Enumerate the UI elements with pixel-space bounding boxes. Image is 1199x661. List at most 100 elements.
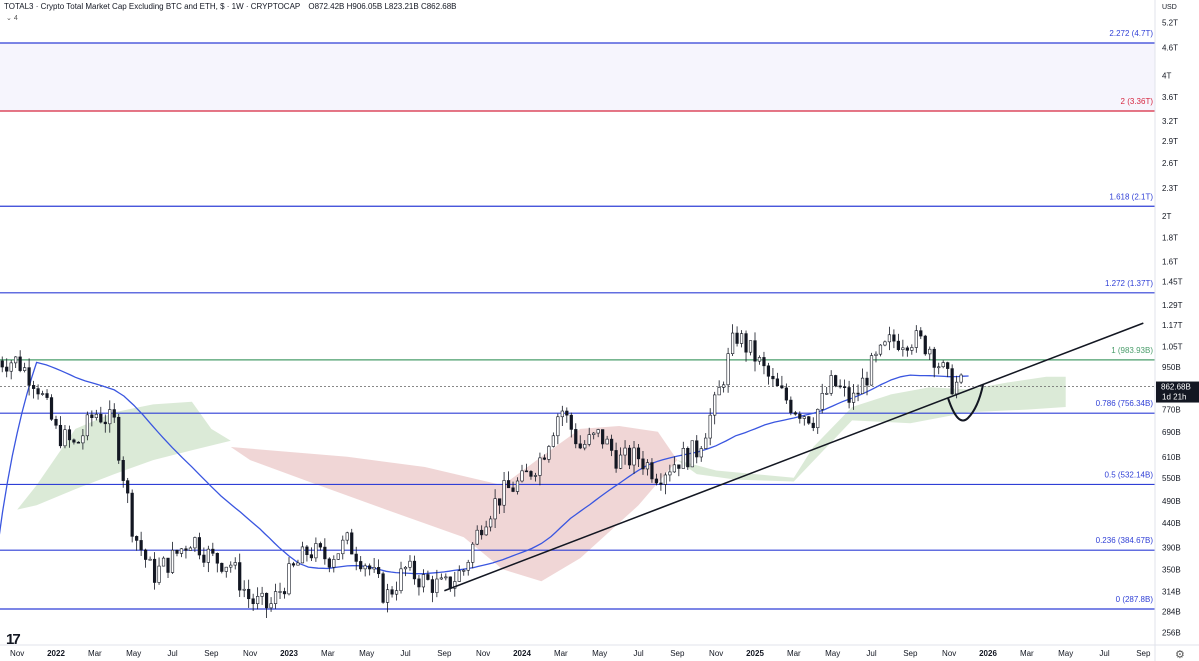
candle-body <box>520 470 524 482</box>
candle-body <box>690 440 694 468</box>
candle-body <box>511 487 515 492</box>
candle-body <box>372 567 376 570</box>
tradingview-logo-icon[interactable]: 17 <box>6 631 21 648</box>
candle-body <box>345 532 349 541</box>
axis-currency: USD <box>1162 4 1177 11</box>
price-tick-label: 1.17T <box>1162 321 1183 330</box>
candle-body <box>256 596 260 605</box>
candle-body <box>130 492 134 537</box>
candle-body <box>695 440 699 458</box>
cloud-bear-segment <box>230 426 678 582</box>
candle-body <box>58 424 63 447</box>
candle-body <box>0 360 4 368</box>
gear-icon[interactable]: ⚙ <box>1175 649 1185 661</box>
price-tick-label: 2.6T <box>1162 159 1178 168</box>
candle-body <box>596 429 600 434</box>
candle-body <box>466 561 470 571</box>
candle-body <box>843 386 847 388</box>
candle-body <box>157 565 161 583</box>
candle-body <box>188 547 193 551</box>
symbol-title[interactable]: TOTAL3 · Crypto Total Market Cap Excludi… <box>4 2 301 11</box>
candle-body <box>529 471 533 477</box>
price-axis[interactable]: USD 5.2T 4.6T 4T 3.6T 3.2T 2.9T 2.6T 2.3T 2T 1.8T 1… <box>1154 0 1183 661</box>
price-tick-label: 690B <box>1162 428 1181 437</box>
candle-body <box>950 368 954 395</box>
ohlc-close: C862.68B <box>420 2 457 11</box>
candle-body <box>560 410 564 418</box>
candle-body <box>574 429 578 445</box>
candle-body <box>883 341 887 346</box>
candle-body <box>85 414 89 437</box>
time-tick-label: 2026 <box>979 649 997 658</box>
time-tick-label: Jul <box>633 649 643 658</box>
candle-body <box>565 410 569 416</box>
time-tick-label: 2025 <box>746 649 764 658</box>
candle-body <box>426 574 430 580</box>
candle-body <box>126 480 130 494</box>
time-tick-label: Nov <box>243 649 257 658</box>
price-tick-label: 390B <box>1162 543 1181 552</box>
candle-body <box>332 559 336 568</box>
candle-body <box>784 387 788 401</box>
candle-body <box>439 577 443 580</box>
candle-body <box>377 567 381 575</box>
candle-body <box>887 334 892 343</box>
candle-body <box>417 578 421 588</box>
candle-body <box>103 421 107 425</box>
fib-retracement[interactable]: 2.272 (4.7T) 2 (3.36T) 1.618 (2.1T) 1.272 (… <box>0 29 1155 610</box>
ohlc-high: H906.05B <box>346 2 383 11</box>
trendline-drawing[interactable] <box>444 322 1144 592</box>
time-tick-label: Mar <box>1020 649 1034 658</box>
candle-body <box>834 375 838 387</box>
candle-body <box>766 365 771 377</box>
candle-body <box>878 344 883 355</box>
candle-body <box>892 334 896 342</box>
candle-body <box>305 546 309 555</box>
price-tick-label: 440B <box>1162 519 1181 528</box>
candle-body <box>704 437 708 449</box>
candle-body <box>793 412 797 415</box>
time-tick-label: 2024 <box>513 649 531 658</box>
candle-body <box>524 470 529 473</box>
candle-body <box>829 375 833 394</box>
candle-body <box>820 393 824 410</box>
candle-body <box>941 362 945 368</box>
time-tick-label: Sep <box>670 649 685 658</box>
candle-body <box>860 377 865 394</box>
candle-body <box>220 562 224 572</box>
candle-body <box>354 553 358 562</box>
indicator-toggle[interactable]: ⌄ 4 <box>6 14 18 22</box>
candle-body <box>170 549 175 573</box>
candlestick-series <box>0 324 963 618</box>
candle-body <box>229 564 233 568</box>
candle-body <box>5 366 9 372</box>
candle-body <box>197 537 201 556</box>
candle-body <box>108 409 112 425</box>
price-tick-label: 284B <box>1162 608 1181 617</box>
price-tag-value: 862.68B <box>1161 383 1191 392</box>
candle-body <box>184 548 188 551</box>
time-tick-label: Sep <box>437 649 452 658</box>
fib-level-label: 0 (287.8B) <box>1116 595 1154 604</box>
candle-body <box>645 462 650 470</box>
time-axis[interactable]: Nov 2022 Mar May Jul Sep Nov 2023 Mar May Jul Sep No… <box>0 644 1199 658</box>
candle-body <box>215 553 219 564</box>
candle-body <box>421 574 426 588</box>
candle-body <box>318 543 322 548</box>
candle-body <box>63 429 67 447</box>
candle-body <box>112 409 116 418</box>
fib-level-label: 1.272 (1.37T) <box>1105 279 1153 288</box>
candle-body <box>578 443 582 449</box>
candle-body <box>175 549 179 554</box>
candle-body <box>67 429 72 441</box>
candle-body <box>166 557 170 573</box>
time-tick-label: May <box>825 649 840 658</box>
candle-body <box>869 355 874 386</box>
candle-body <box>735 332 739 344</box>
price-tick-label: 950B <box>1162 363 1181 372</box>
candle-body <box>789 399 793 413</box>
candle-body <box>359 561 363 570</box>
candle-body <box>251 598 255 605</box>
